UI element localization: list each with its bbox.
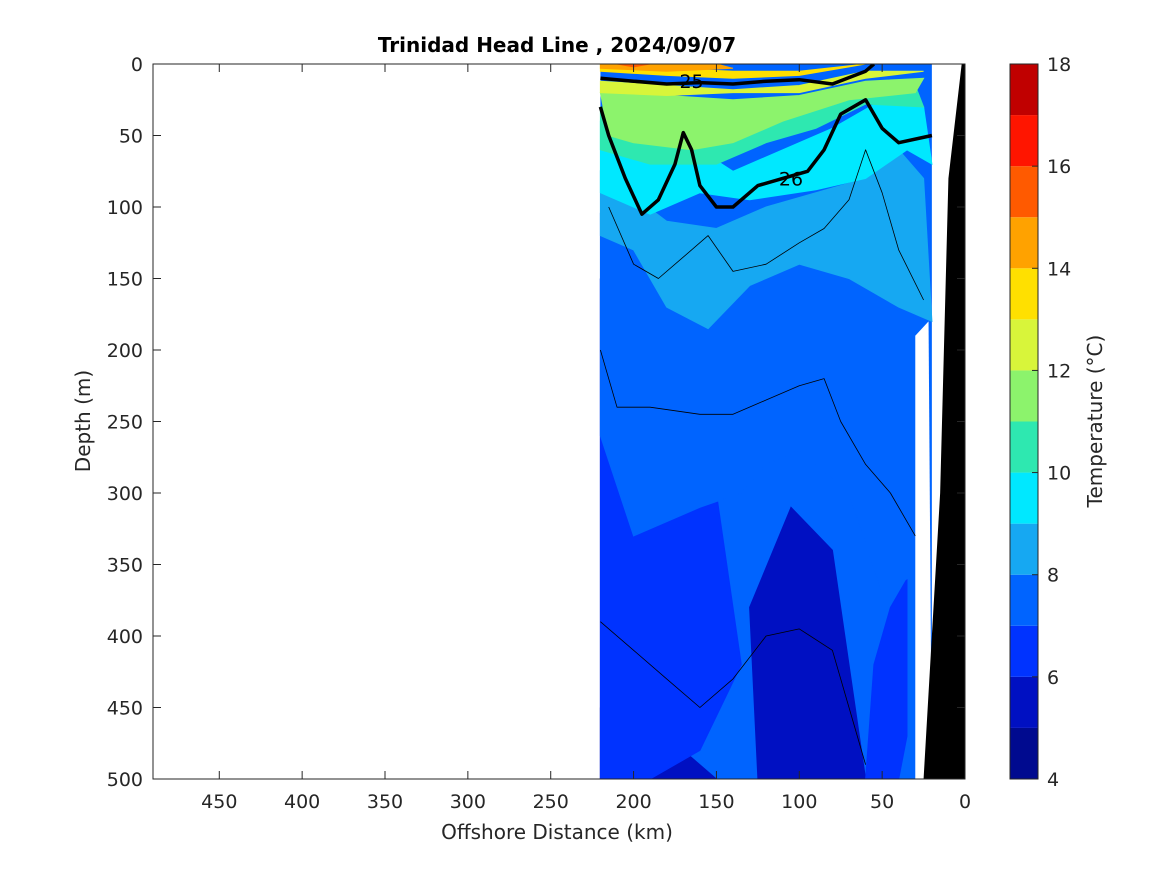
y-tick-label: 350 (107, 555, 143, 577)
x-tick-label: 250 (533, 791, 569, 813)
no-data-gap (915, 321, 932, 779)
colorbar-swatch (1010, 319, 1038, 371)
colorbar-title: Temperature (°C) (1083, 335, 1107, 509)
colorbar-tick-label: 8 (1047, 565, 1059, 587)
contour-labels: 25 26 (679, 71, 803, 190)
contour-label: 25 (679, 71, 703, 93)
density-contour-line (600, 349, 916, 537)
colorbar-swatch (1010, 727, 1038, 779)
y-tick-label: 400 (107, 626, 143, 648)
y-tick-label: 50 (119, 126, 143, 148)
colorbar-tick-label: 14 (1047, 258, 1071, 280)
temperature-band (599, 77, 925, 151)
colorbar-tick-label: 16 (1047, 156, 1071, 178)
y-axis: 0 50 100 150 200 250 300 350 400 450 500 (107, 54, 965, 791)
colorbar-swatch (1010, 523, 1038, 575)
temperature-bands (599, 64, 933, 779)
x-tick-label: 450 (201, 791, 237, 813)
bathymetry (923, 64, 965, 779)
colorbar-swatch (1010, 676, 1038, 728)
colorbar-swatch (1010, 421, 1038, 473)
colorbar-frame (1009, 63, 1039, 780)
temperature-band (749, 506, 867, 779)
colorbar-swatch (1010, 472, 1038, 524)
x-tick-label: 300 (450, 791, 486, 813)
colorbar-tick-label: 4 (1047, 769, 1059, 791)
colorbar-tick-label: 6 (1047, 667, 1059, 689)
colorbar-swatch (1010, 64, 1038, 116)
colorbar-tick-label: 10 (1047, 463, 1071, 485)
colorbar-swatch (1010, 370, 1038, 422)
x-tick-label: 0 (959, 791, 971, 813)
x-axis: 450 400 350 300 250 200 150 100 50 0 (201, 64, 971, 813)
colorbar-swatch (1010, 574, 1038, 626)
y-tick-label: 200 (107, 340, 143, 362)
colorbar-tick-label: 18 (1047, 54, 1071, 76)
y-axis-title: Depth (m) (71, 370, 95, 472)
density-contour-line (600, 64, 876, 86)
y-tick-label: 250 (107, 412, 143, 434)
contour-label: 26 (779, 168, 803, 190)
colorbar: 4 6 8 10 12 14 16 18 (1009, 54, 1071, 791)
x-tick-label: 350 (367, 791, 403, 813)
density-contour-line (600, 621, 866, 765)
x-tick-label: 100 (781, 791, 817, 813)
y-tick-label: 100 (107, 197, 143, 219)
x-tick-label: 150 (698, 791, 734, 813)
chart-title: Trinidad Head Line , 2024/09/07 (378, 33, 736, 57)
y-tick-label: 150 (107, 269, 143, 291)
x-axis-title: Offshore Distance (km) (441, 820, 673, 844)
colorbar-tick-label: 12 (1047, 360, 1071, 382)
y-tick-label: 500 (107, 769, 143, 791)
x-tick-label: 400 (284, 791, 320, 813)
colorbar-swatch (1010, 166, 1038, 218)
temperature-band (599, 70, 924, 97)
colorbar-swatch (1010, 625, 1038, 677)
density-contour-line (598, 98, 933, 216)
x-tick-label: 200 (615, 791, 651, 813)
x-tick-label: 50 (870, 791, 894, 813)
y-tick-label: 300 (107, 483, 143, 505)
temperature-band (599, 99, 933, 215)
colorbar-swatch (1010, 115, 1038, 167)
colorbar-swatch (1010, 217, 1038, 269)
density-contours (598, 64, 933, 765)
density-contour-line (608, 149, 924, 301)
bathymetry-shape (923, 64, 965, 779)
y-tick-label: 450 (107, 698, 143, 720)
y-tick-label: 0 (131, 54, 143, 76)
colorbar-swatch (1010, 268, 1038, 320)
temperature-band (599, 149, 933, 330)
